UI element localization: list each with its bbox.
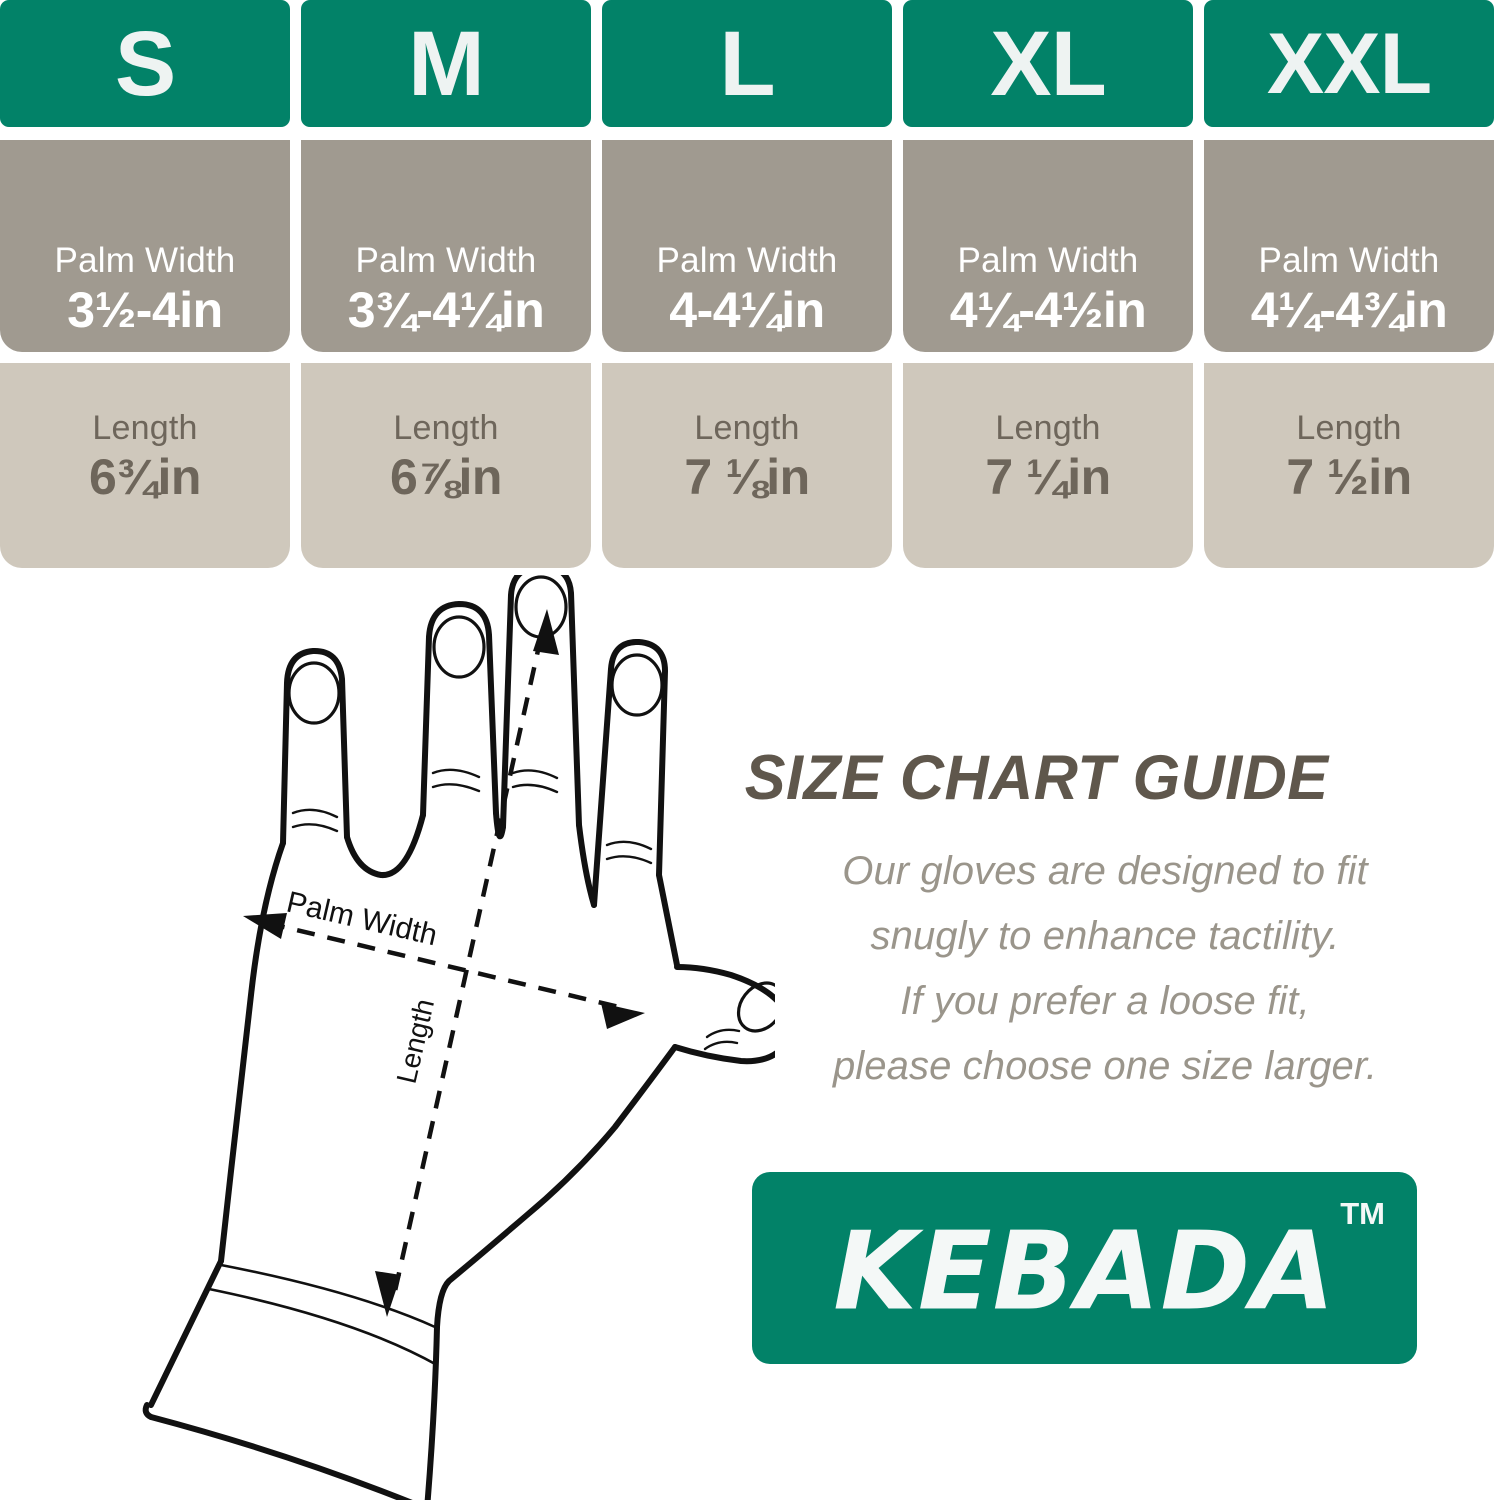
length-label-l: Length: [694, 409, 800, 447]
guide-description: Our gloves are designed to fit snugly to…: [735, 839, 1475, 1098]
brand-logo: KEBADA TM: [752, 1172, 1417, 1364]
hand-measurement-diagram: Palm Width Length: [55, 575, 775, 1500]
hand-outline-icon: [142, 575, 775, 1500]
measurement-guides: [266, 636, 620, 1292]
length-value-xxl: 7 ½in: [1286, 449, 1412, 506]
length-cell-xl: Length 7 ¼in: [903, 363, 1193, 568]
palm-width-value-xxl: 4¼-4¾in: [1250, 282, 1448, 338]
brand-name: KEBADA: [833, 1209, 1336, 1335]
palm-width-cell-s: Palm Width 3½-4in: [0, 140, 290, 352]
palm-width-label-xxl: Palm Width: [1258, 240, 1440, 280]
size-header-s: S: [0, 0, 290, 127]
measurement-arrowheads: [243, 609, 645, 1317]
length-value-l: 7 ⅛in: [684, 449, 810, 506]
palm-width-cell-xl: Palm Width 4¼-4½in: [903, 140, 1193, 352]
palm-width-value-s: 3½-4in: [67, 282, 223, 338]
length-label-xl: Length: [995, 409, 1101, 447]
palm-width-value-l: 4-4¼in: [669, 282, 825, 338]
length-value-m: 6⅞in: [390, 449, 502, 506]
length-label-m: Length: [393, 409, 499, 447]
size-header-l: L: [602, 0, 892, 127]
guide-line-2: snugly to enhance tactility.: [870, 913, 1340, 958]
palm-width-value-xl: 4¼-4½in: [949, 282, 1147, 338]
length-cell-s: Length 6¾in: [0, 363, 290, 568]
length-label-xxl: Length: [1296, 409, 1402, 447]
palm-width-label-xl: Palm Width: [957, 240, 1139, 280]
length-cell-xxl: Length 7 ½in: [1204, 363, 1494, 568]
palm-width-label-l: Palm Width: [656, 240, 838, 280]
length-label-s: Length: [92, 409, 198, 447]
size-header-xxl: XXL: [1204, 0, 1494, 127]
guide-line-3: If you prefer a loose fit,: [900, 978, 1310, 1023]
palm-width-cell-xxl: Palm Width 4¼-4¾in: [1204, 140, 1494, 352]
palm-width-label-m: Palm Width: [355, 240, 537, 280]
size-table: S Palm Width 3½-4in Length 6¾in M Palm W…: [0, 0, 1494, 570]
length-callout-label: Length: [391, 996, 440, 1086]
length-cell-l: Length 7 ⅛in: [602, 363, 892, 568]
guide-line-1: Our gloves are designed to fit: [842, 849, 1368, 894]
palm-width-label-s: Palm Width: [54, 240, 236, 280]
length-line: [392, 636, 544, 1292]
size-header-xl: XL: [903, 0, 1193, 127]
palm-width-line: [266, 920, 620, 1010]
size-header-m: M: [301, 0, 591, 127]
length-cell-m: Length 6⅞in: [301, 363, 591, 568]
guide-panel: SIZE CHART GUIDE Our gloves are designed…: [735, 745, 1475, 1098]
page-title: SIZE CHART GUIDE: [744, 743, 1329, 813]
palm-width-cell-l: Palm Width 4-4¼in: [602, 140, 892, 352]
guide-line-4: please choose one size larger.: [832, 1043, 1378, 1088]
palm-width-cell-m: Palm Width 3¾-4¼in: [301, 140, 591, 352]
palm-width-value-m: 3¾-4¼in: [347, 282, 545, 338]
palm-width-callout-label: Palm Width: [283, 886, 440, 953]
trademark-symbol: TM: [1340, 1196, 1385, 1231]
length-value-s: 6¾in: [89, 449, 201, 506]
length-value-xl: 7 ¼in: [985, 449, 1111, 506]
